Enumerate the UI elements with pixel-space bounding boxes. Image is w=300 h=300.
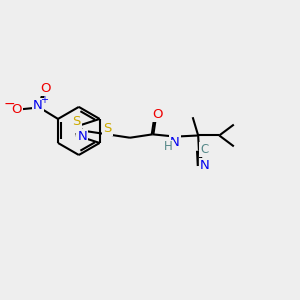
Text: H: H [164, 140, 172, 153]
Text: S: S [72, 115, 81, 128]
Text: N: N [33, 100, 43, 112]
Text: O: O [11, 103, 22, 116]
Text: O: O [152, 107, 163, 121]
Text: +: + [40, 95, 49, 105]
Text: N: N [200, 159, 210, 172]
Text: O: O [40, 82, 50, 95]
Text: −: − [3, 97, 15, 111]
Text: S: S [103, 122, 112, 135]
Text: N: N [170, 136, 180, 149]
Text: N: N [77, 130, 87, 143]
Text: C: C [200, 143, 208, 156]
